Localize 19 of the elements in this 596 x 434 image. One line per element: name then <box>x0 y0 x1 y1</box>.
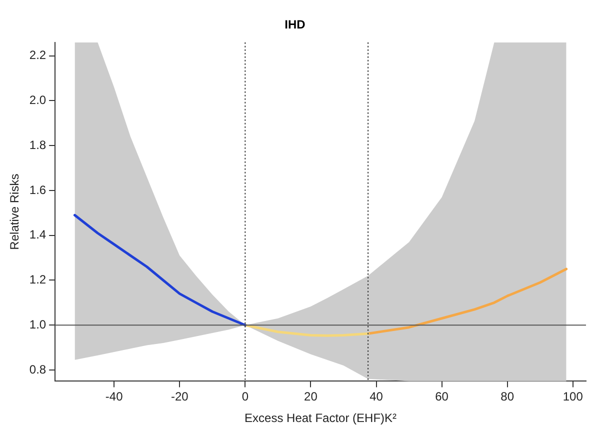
y-tick-label: 0.8 <box>29 362 46 376</box>
x-tick-label: 80 <box>500 390 514 404</box>
x-tick-label: -20 <box>170 390 189 404</box>
x-tick-label: 40 <box>370 390 384 404</box>
x-tick-label: -40 <box>105 390 124 404</box>
x-tick-label: 60 <box>435 390 449 404</box>
y-tick-label: 2.2 <box>29 48 46 62</box>
x-axis-title: Excess Heat Factor (EHF)K² <box>244 411 397 426</box>
y-tick-label: 1.6 <box>29 182 46 197</box>
y-tick-label: 1.4 <box>29 228 46 242</box>
y-tick-label: 1.2 <box>29 272 46 287</box>
chart-title: IHD <box>284 18 306 32</box>
x-tick-label: 0 <box>242 390 249 404</box>
x-tick-label: 20 <box>304 390 318 404</box>
y-tick-label: 1.8 <box>29 138 46 152</box>
y-tick-label: 1.0 <box>29 317 46 332</box>
y-axis-title: Relative Risks <box>8 174 22 250</box>
y-tick-label: 2.0 <box>29 93 46 108</box>
x-tick-label: 100 <box>562 390 584 404</box>
